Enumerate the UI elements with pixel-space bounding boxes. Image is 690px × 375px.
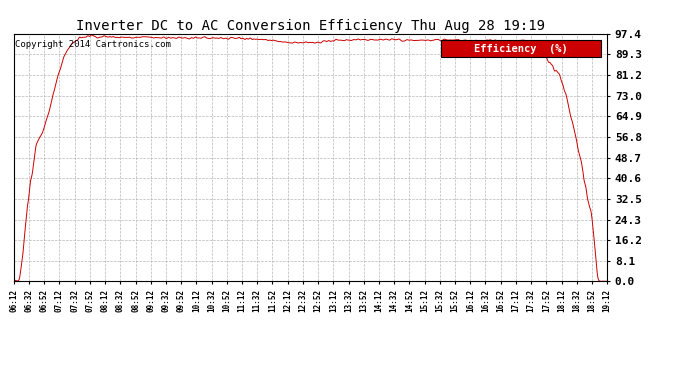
Text: Efficiency  (%): Efficiency (%) [474, 44, 568, 54]
Text: Copyright 2014 Cartronics.com: Copyright 2014 Cartronics.com [15, 40, 171, 49]
Title: Inverter DC to AC Conversion Efficiency Thu Aug 28 19:19: Inverter DC to AC Conversion Efficiency … [76, 19, 545, 33]
FancyBboxPatch shape [441, 40, 601, 57]
